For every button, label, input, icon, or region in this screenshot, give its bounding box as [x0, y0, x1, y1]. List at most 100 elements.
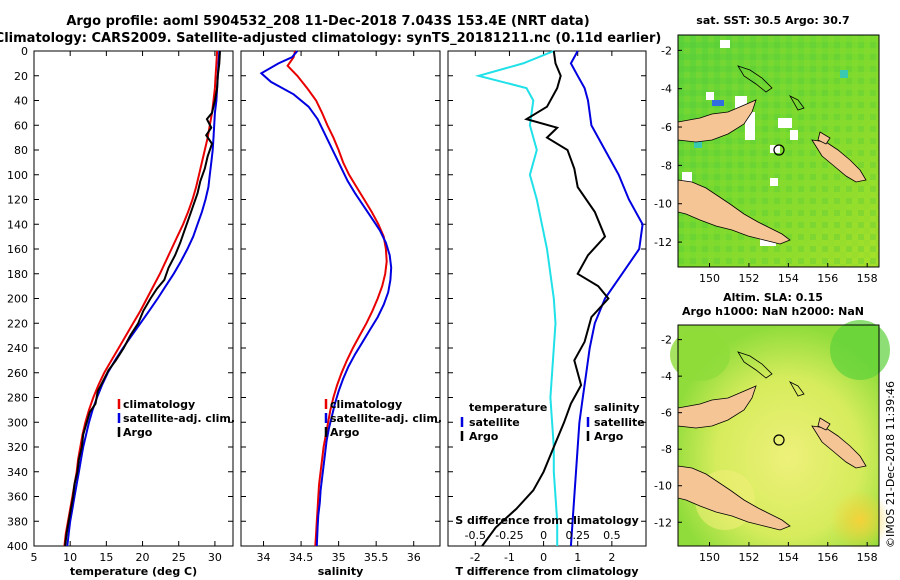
x-tick-label: 25 [172, 551, 186, 564]
series-climatology [63, 50, 219, 547]
panel-frame [33, 50, 234, 547]
legend-label: climatology [330, 398, 402, 411]
legend-label: Argo [123, 426, 153, 439]
depth-tick-label: 220 [7, 317, 28, 330]
s-diff-tick-label: 0 [540, 529, 547, 542]
series-temperature-argo [481, 50, 610, 547]
s-diff-tick-label: 0.5 [603, 529, 621, 542]
legend-label: Argo [330, 426, 360, 439]
salinity-panel: 34 34.5 35 35.5 36 salinity climatologysatelli… [240, 50, 442, 578]
depth-tick-label: 360 [7, 491, 28, 504]
legend-temperature-title: temperature [469, 401, 547, 414]
x-tick-label: 10 [63, 551, 77, 564]
map-y-tick-label: -12 [654, 516, 672, 529]
sla-float-marker [773, 434, 785, 446]
sst-map-title: sat. SST: 30.5 Argo: 30.7 [696, 14, 849, 27]
legend-label: satellite [594, 416, 645, 429]
depth-tick-label: 340 [7, 466, 28, 479]
x-tick-label: 20 [136, 551, 150, 564]
legend-label: Argo [594, 430, 624, 443]
series-argo [64, 50, 221, 547]
legend-salinity-title: salinity [594, 401, 640, 414]
depth-tick-label: 60 [14, 119, 28, 132]
panel-frame [240, 50, 441, 547]
map-x-tick-label: 158 [857, 272, 878, 285]
figure-title-line1: Argo profile: aoml 5904532_208 11-Dec-20… [66, 14, 589, 29]
depth-tick-label: 300 [7, 416, 28, 429]
depth-tick-label: 100 [7, 169, 28, 182]
sla-map-title-line2: Argo h1000: NaN h2000: NaN [682, 305, 864, 318]
series-salinity-satellite [569, 50, 644, 547]
map-y-tick-label: -8 [661, 159, 672, 172]
s-diff-tick-label: 0.25 [565, 529, 590, 542]
x-axis-label: T difference from climatology [455, 565, 638, 578]
depth-tick-label: 200 [7, 293, 28, 306]
depth-tick-label: 280 [7, 392, 28, 405]
s-diff-tick-label: -0.25 [495, 529, 523, 542]
map-x-tick-label: 150 [699, 551, 720, 564]
x-tick-label: 1 [574, 551, 581, 564]
x-tick-label: 30 [208, 551, 222, 564]
map-y-tick-label: -10 [654, 480, 672, 493]
temperature-panel: 5 10 15 20 25 30 temperature (deg C) climatolog… [31, 50, 235, 578]
x-tick-label: 15 [99, 551, 113, 564]
legend-label: satellite-adj. clim. [123, 412, 235, 425]
depth-tick-label: 160 [7, 243, 28, 256]
legend-label: Argo [469, 430, 499, 443]
imos-credit: ©IMOS 21-Dec-2018 11:39:46 [884, 381, 897, 548]
map-y-tick-label: -8 [661, 443, 672, 456]
series-satellite-adj-clim- [66, 50, 221, 547]
legend-label: climatology [123, 398, 195, 411]
map-y-tick-label: -4 [661, 83, 672, 96]
series-temperature-satellite [474, 50, 559, 546]
figure-title-line2: Climatology: CARS2009. Satellite-adjuste… [0, 31, 661, 46]
sla-map [670, 320, 890, 550]
x-axis-label: salinity [318, 565, 364, 578]
depth-tick-label: 40 [14, 95, 28, 108]
map-y-tick-label: -2 [661, 44, 672, 57]
x-tick-label: 2 [608, 551, 615, 564]
x-tick-label: -1 [504, 551, 515, 564]
x-tick-label: 5 [31, 551, 38, 564]
difference-panel: -2 -1 0 1 2T difference from climatology -0.5… [447, 50, 647, 578]
sst-map-axes: 150 152 154 156 158 -2 -4 -6 -8 -10 -12 [654, 44, 878, 285]
x-axis-label: temperature (deg C) [70, 565, 197, 578]
map-y-tick-label: -2 [661, 334, 672, 347]
depth-tick-label: 120 [7, 194, 28, 207]
depth-tick-label: 20 [14, 70, 28, 83]
map-x-tick-label: 156 [817, 272, 838, 285]
x-tick-label: 36 [407, 551, 421, 564]
x-tick-label: 34.5 [289, 551, 314, 564]
depth-tick-label: 260 [7, 367, 28, 380]
depth-tick-label: 380 [7, 515, 28, 528]
depth-tick-label: 240 [7, 342, 28, 355]
sst-map [677, 34, 880, 268]
x-tick-label: 35.5 [364, 551, 389, 564]
map-y-tick-label: -6 [661, 407, 672, 420]
map-y-tick-label: -4 [661, 370, 672, 383]
depth-axis-labels: 0 20 40 60 80 100 120 140 160 180 200 220 240 260 280 3… [7, 45, 28, 553]
x-tick-label: 35 [332, 551, 346, 564]
series-climatology [286, 50, 388, 547]
map-y-tick-label: -12 [654, 236, 672, 249]
map-x-tick-label: 156 [817, 551, 838, 564]
map-x-tick-label: 152 [738, 551, 759, 564]
map-x-tick-label: 154 [778, 551, 799, 564]
x-tick-label: -2 [470, 551, 481, 564]
legend-label: satellite [469, 416, 520, 429]
depth-tick-label: 0 [21, 45, 28, 58]
depth-tick-label: 140 [7, 218, 28, 231]
x-tick-label: 34 [257, 551, 271, 564]
depth-tick-label: 80 [14, 144, 28, 157]
legend-label: satellite-adj. clim. [330, 412, 442, 425]
sla-map-title-line1: Altim. SLA: 0.15 [723, 291, 823, 304]
s-diff-tick-label: -0.5 [465, 529, 486, 542]
map-x-tick-label: 152 [738, 272, 759, 285]
x-tick-label: 0 [540, 551, 547, 564]
map-x-tick-label: 158 [857, 551, 878, 564]
sst-float-marker [773, 144, 785, 156]
depth-tick-label: 400 [7, 540, 28, 553]
depth-tick-label: 320 [7, 441, 28, 454]
map-x-tick-label: 150 [699, 272, 720, 285]
